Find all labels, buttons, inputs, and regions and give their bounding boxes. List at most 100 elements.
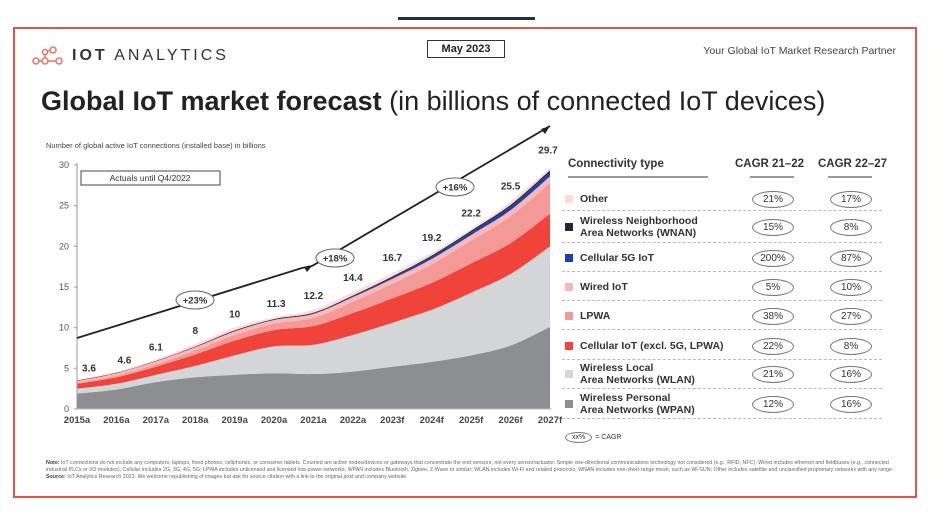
cagr-ellipse [435,177,475,197]
legend-header-rule [750,176,794,178]
cagr-cagr1-pill: 12% [752,396,794,413]
area-series-0 [77,326,550,409]
brand-logo: IOT ANALYTICS [32,46,229,66]
arrow-head-icon [304,266,312,272]
cagr-cagr2-pill: 17% [830,191,872,208]
total-label: 19.2 [422,233,442,244]
legend-header-cagr-22-27: CAGR 22–27 [818,158,888,170]
legend-swatch [565,342,573,350]
x-tick-label: 2021a [300,415,327,426]
legend-row: Wireless Local Area Networks (WLAN) 21% 16% [562,360,882,389]
legend-row: Cellular IoT (excl. 5G, LPWA) 22% 8% [562,333,882,360]
cagr-cagr2-pill: 8% [830,338,872,355]
legend-row: Wireless Neighborhood Area Networks (WNAN… [562,212,882,243]
total-label: 11.3 [267,299,286,310]
x-tick-label: 2025f [459,415,484,426]
cagr-cagr1-pill: 21% [752,366,794,383]
top-divider-bar [398,17,535,20]
x-tick-label: 2016a [103,415,130,426]
cagr-key-text: = CAGR [595,434,622,441]
cagr-ellipse [315,248,355,268]
date-badge: May 2023 [427,40,505,58]
total-label: 4.6 [117,356,131,367]
x-tick-label: 2018a [182,415,209,426]
legend-label: Wireless Local Area Networks (WLAN) [580,362,695,386]
legend-swatch [565,312,573,320]
legend-header-rule [828,176,872,178]
legend-row: Wireless Personal Area Networks (WPAN) 12%… [562,390,882,419]
y-tick-label: 5 [64,363,69,373]
cagr-label: +16% [443,183,468,194]
cagr-key: xx% = CAGR [565,432,622,443]
x-tick-label: 2027f [538,415,563,426]
total-label: 29.7 [538,145,558,156]
cagr-cagr1-pill: 200% [752,250,794,267]
arrow-head-icon [541,126,550,134]
total-label: 22.2 [461,208,481,219]
legend-swatch [565,283,573,291]
y-tick-label: 20 [59,241,69,251]
legend-row: Other 21% 17% [562,188,882,211]
legend-label: Other [580,193,609,205]
x-tick-label: 2024f [420,415,445,426]
x-tick-label: 2022a [340,415,367,426]
legend-header-type: Connectivity type [568,158,664,170]
legend-label: Wired IoT [580,281,628,293]
y-tick-label: 15 [59,282,69,292]
legend-label: Wireless Neighborhood Area Networks (WNAN… [580,215,698,239]
legend-swatch [565,370,573,378]
legend-label: Wireless Personal Area Networks (WPAN) [580,392,695,416]
cagr-cagr2-pill: 10% [830,279,872,296]
brand-name: IOT ANALYTICS [72,47,229,64]
cagr-ellipse [175,290,215,310]
legend-swatch [565,223,573,231]
y-tick-label: 25 [59,201,69,211]
x-tick-label: 2015a [64,415,91,426]
page-title: Global IoT market forecast (in billions … [41,86,826,116]
cagr-cagr1-pill: 38% [752,308,794,325]
x-tick-label: 2017a [143,415,170,426]
y-tick-label: 10 [59,323,69,333]
total-label: 10 [229,310,241,321]
legend-header-cagr-21-22: CAGR 21–22 [735,158,805,170]
cagr-cagr2-pill: 87% [830,250,872,267]
legend-swatch [565,195,573,203]
cagr-cagr1-pill: 22% [752,338,794,355]
total-label: 16.7 [383,253,403,264]
total-label: 3.6 [82,364,96,375]
legend-row: Wired IoT 5% 10% [562,274,882,301]
x-tick-label: 2019a [221,415,248,426]
legend-swatch [565,400,573,408]
cagr-cagr1-pill: 15% [752,219,794,236]
area-series-1 [77,246,550,394]
legend-row: LPWA 38% 27% [562,303,882,330]
actuals-box-label: Actuals until Q4/2022 [110,173,191,183]
cagr-key-pill: xx% [565,432,593,443]
x-tick-label: 2023f [380,415,405,426]
legend-header-rule [568,176,708,178]
x-tick-label: 2020a [261,415,288,426]
total-label: 8 [192,326,198,337]
actuals-box [80,170,221,186]
total-label: 14.4 [343,273,363,284]
legend-label: LPWA [580,310,611,322]
cagr-label: +18% [323,254,348,265]
legend-label: Cellular 5G IoT [580,252,655,264]
y-tick-label: 0 [64,404,69,414]
total-label: 25.5 [501,182,521,193]
cagr-cagr1-pill: 21% [752,191,794,208]
legend-row: Cellular 5G IoT 200% 87% [562,245,882,272]
cagr-cagr2-pill: 16% [830,396,872,413]
legend-label: Cellular IoT (excl. 5G, LPWA) [580,340,724,352]
cagr-cagr2-pill: 16% [830,366,872,383]
total-label: 6.1 [149,342,163,353]
y-axis-label: Number of global active IoT connections … [46,141,266,150]
total-label: 12.2 [304,291,324,302]
x-tick-label: 2026f [498,415,523,426]
cagr-cagr2-pill: 27% [830,308,872,325]
y-tick-label: 30 [59,160,69,170]
footnote: Note: IoT connections do not include any… [46,460,894,481]
network-nodes-icon [32,46,63,65]
cagr-cagr1-pill: 5% [752,279,794,296]
